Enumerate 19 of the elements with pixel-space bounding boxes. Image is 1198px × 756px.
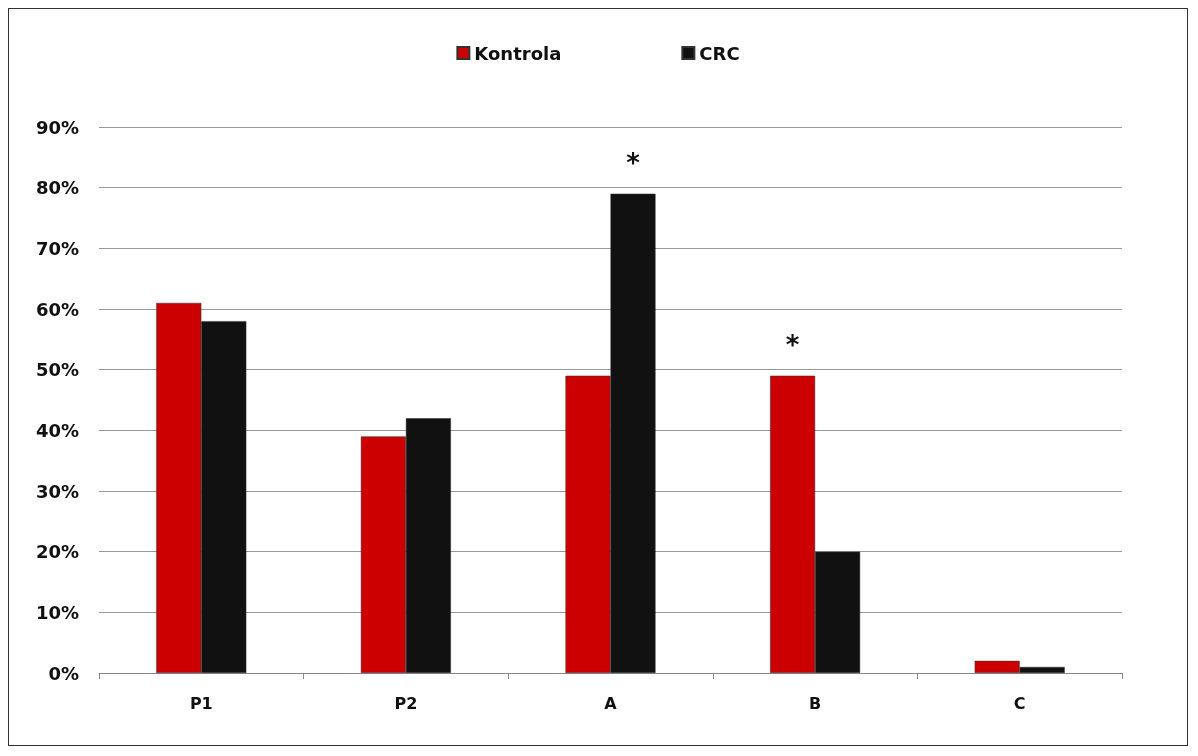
- y-tick-label: 40%: [35, 419, 79, 441]
- annotation: *: [626, 147, 641, 178]
- y-tick-label: 90%: [35, 116, 79, 138]
- y-tick-label: 30%: [35, 480, 79, 502]
- legend-label: Kontrola: [474, 42, 562, 64]
- y-tick-label: 70%: [35, 237, 79, 259]
- y-tick-label: 50%: [35, 359, 79, 381]
- x-tick-label: A: [604, 693, 618, 713]
- y-tick-label: 60%: [35, 298, 79, 320]
- x-tick-label: B: [809, 693, 822, 713]
- x-tick-label: C: [1013, 693, 1026, 713]
- y-tick-label: 10%: [35, 601, 79, 623]
- x-tick-label: P1: [189, 693, 213, 713]
- y-tick-label: 0%: [48, 662, 79, 684]
- y-tick-label: 80%: [35, 177, 79, 199]
- y-tick-label: 20%: [35, 541, 79, 563]
- annotation: *: [785, 329, 800, 360]
- x-tick-label: P2: [394, 693, 418, 713]
- legend-label: CRC: [699, 42, 740, 64]
